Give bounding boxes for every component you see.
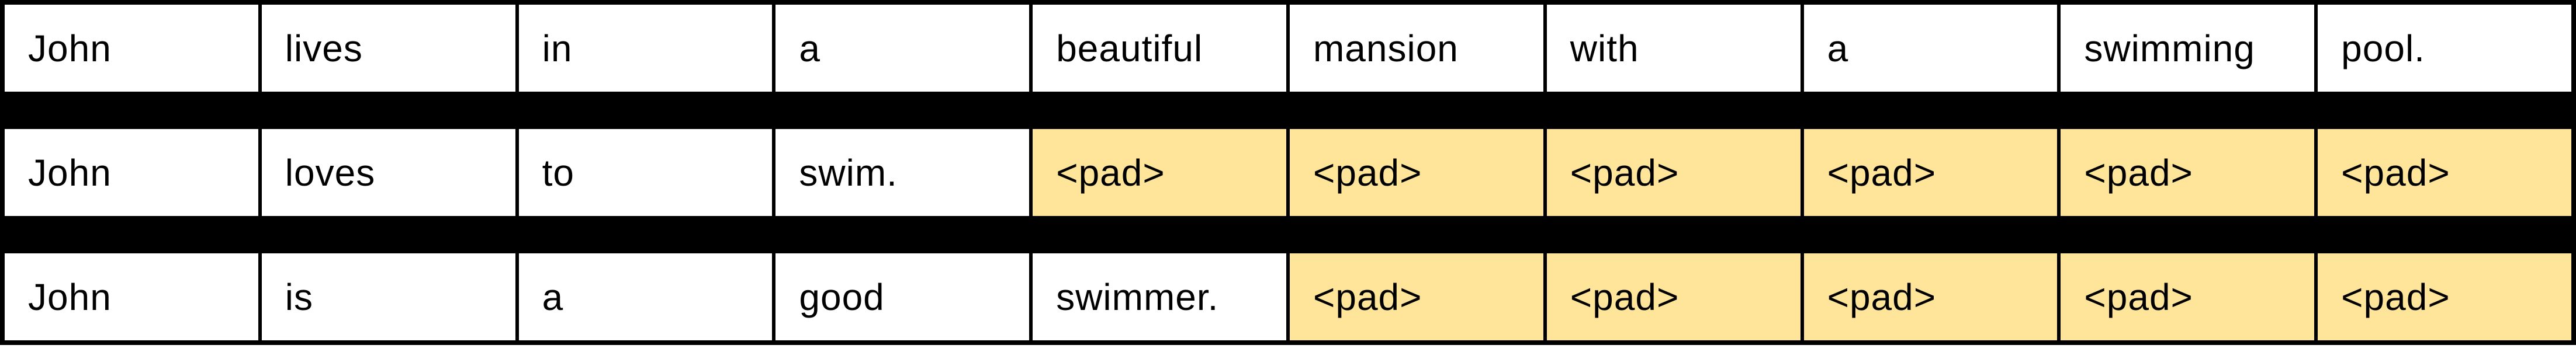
table-row: John lives in a beautiful mansion with a…	[5, 5, 2571, 92]
token-cell: John	[5, 253, 262, 340]
token-cell: loves	[262, 129, 519, 216]
token-cell: pool.	[2318, 5, 2571, 92]
token-cell: with	[1547, 5, 1804, 92]
pad-cell: <pad>	[1547, 129, 1804, 216]
token-cell: beautiful	[1033, 5, 1290, 92]
token-cell: a	[1804, 5, 2061, 92]
token-cell: is	[262, 253, 519, 340]
padding-table: John lives in a beautiful mansion with a…	[0, 0, 2576, 345]
token-cell: swimmer.	[1033, 253, 1290, 340]
token-cell: lives	[262, 5, 519, 92]
token-cell: a	[775, 5, 1033, 92]
token-cell: swimming	[2061, 5, 2318, 92]
row-separator	[5, 216, 2571, 253]
token-cell: swim.	[775, 129, 1033, 216]
pad-cell: <pad>	[2318, 253, 2571, 340]
pad-cell: <pad>	[2318, 129, 2571, 216]
token-cell: to	[519, 129, 776, 216]
table-row: John is a good swimmer. <pad> <pad> <pad…	[5, 253, 2571, 340]
pad-cell: <pad>	[1804, 129, 2061, 216]
token-cell: good	[775, 253, 1033, 340]
row-separator	[5, 92, 2571, 129]
pad-cell: <pad>	[2061, 253, 2318, 340]
pad-cell: <pad>	[1290, 253, 1547, 340]
pad-cell: <pad>	[1290, 129, 1547, 216]
pad-cell: <pad>	[2061, 129, 2318, 216]
token-cell: John	[5, 5, 262, 92]
pad-cell: <pad>	[1804, 253, 2061, 340]
token-cell: John	[5, 129, 262, 216]
table-row: John loves to swim. <pad> <pad> <pad> <p…	[5, 129, 2571, 216]
pad-cell: <pad>	[1033, 129, 1290, 216]
token-cell: mansion	[1290, 5, 1547, 92]
pad-cell: <pad>	[1547, 253, 1804, 340]
token-cell: in	[519, 5, 776, 92]
token-cell: a	[519, 253, 776, 340]
